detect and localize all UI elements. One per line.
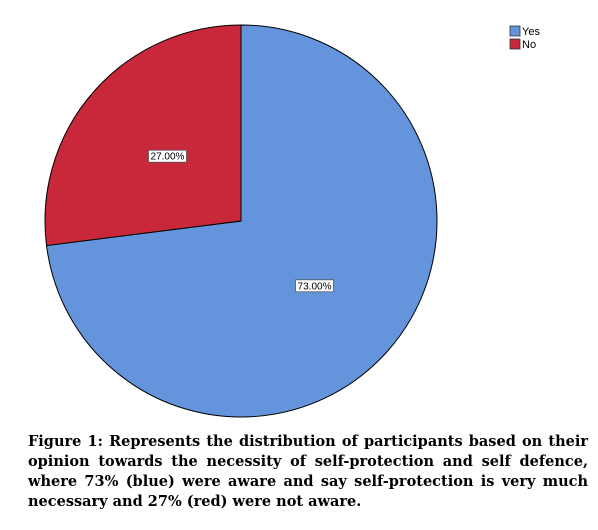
legend-item-yes: Yes — [509, 25, 540, 38]
caption-label: Figure 1: — [28, 433, 103, 450]
legend-swatch-yes — [509, 25, 521, 37]
legend-label-no: No — [522, 39, 536, 51]
data-label-no: 27.00% — [148, 149, 187, 163]
legend-item-no: No — [509, 38, 536, 51]
data-label-yes: 73.00% — [295, 279, 334, 292]
legend-swatch-no — [509, 38, 521, 50]
pie-slice-yes — [45, 24, 438, 418]
legend-label-yes: Yes — [522, 26, 540, 38]
svg-text:73.00%: 73.00% — [298, 281, 332, 292]
pie-slice-no — [44, 24, 242, 247]
pie-slices — [44, 24, 438, 418]
pie-data-labels: 73.00% 27.00% — [148, 149, 334, 292]
svg-text:27.00%: 27.00% — [151, 152, 185, 163]
figure-caption: Figure 1: Represents the distribution of… — [28, 432, 588, 512]
caption-text: Represents the distribution of participa… — [28, 433, 588, 510]
